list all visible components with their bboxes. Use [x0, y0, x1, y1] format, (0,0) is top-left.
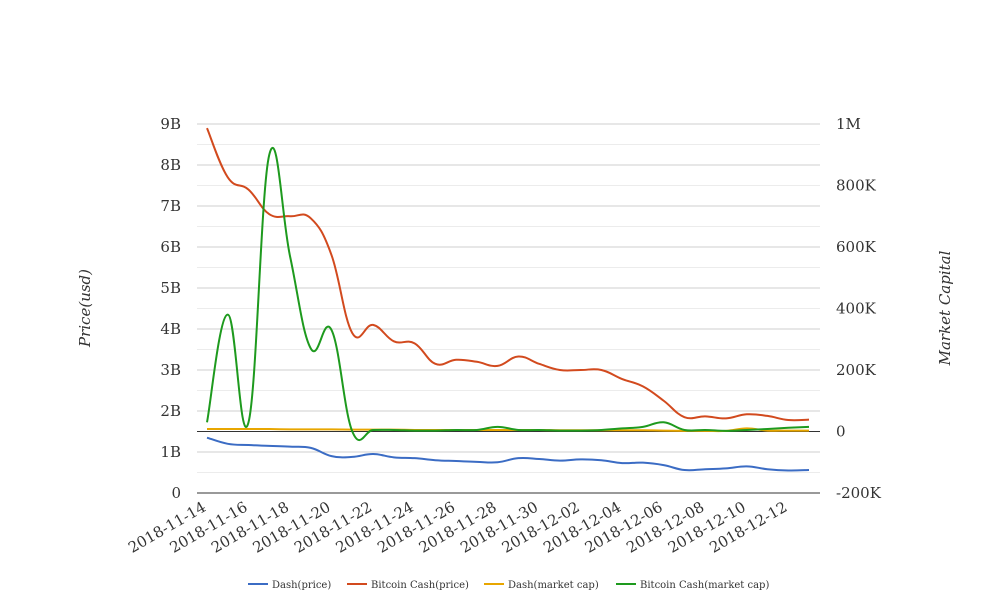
- y-tick-left: 8B: [160, 156, 181, 174]
- y-tick-right: 0: [836, 423, 846, 441]
- y-tick-left: 7B: [160, 197, 181, 215]
- y-tick-right: 200K: [836, 361, 877, 379]
- y-tick-left: 2B: [160, 402, 181, 420]
- legend-label: Bitcoin Cash(price): [371, 580, 469, 591]
- y-tick-left: 4B: [160, 320, 181, 338]
- legend-label: Bitcoin Cash(market cap): [640, 580, 769, 591]
- left-axis-ticks: 0 1B 2B 3B 4B 5B 6B 7B 8B 9B: [160, 115, 181, 502]
- legend: Dash(price) Bitcoin Cash(price) Dash(marke…: [248, 580, 769, 591]
- y-tick-right: 600K: [836, 238, 877, 256]
- series-lines: [206, 127, 810, 472]
- y-tick-left: 1B: [160, 443, 181, 461]
- series-line-bitcoin-cash-market-cap: [206, 146, 810, 441]
- legend-label: Dash(market cap): [508, 580, 599, 591]
- y-tick-left: 0: [171, 484, 181, 502]
- y-tick-left: 9B: [160, 115, 181, 133]
- right-axis-title: Market Capital: [936, 250, 954, 366]
- grid: [197, 123, 820, 494]
- series-line-dash-price: [206, 436, 810, 472]
- legend-label: Dash(price): [272, 580, 331, 591]
- y-tick-left: 6B: [160, 238, 181, 256]
- y-tick-right: 800K: [836, 177, 877, 195]
- right-axis-ticks: -200K 0 200K 400K 600K 800K 1M: [836, 115, 882, 502]
- y-tick-right: -200K: [836, 484, 882, 502]
- y-tick-right: 400K: [836, 300, 877, 318]
- left-axis-title: Price(usd): [76, 269, 94, 348]
- y-tick-right: 1M: [836, 115, 861, 133]
- y-tick-left: 3B: [160, 361, 181, 379]
- series-line-bitcoin-cash-price: [206, 127, 810, 422]
- x-axis-ticks: 2018-11-142018-11-162018-11-182018-11-20…: [125, 498, 790, 557]
- y-tick-left: 5B: [160, 279, 181, 297]
